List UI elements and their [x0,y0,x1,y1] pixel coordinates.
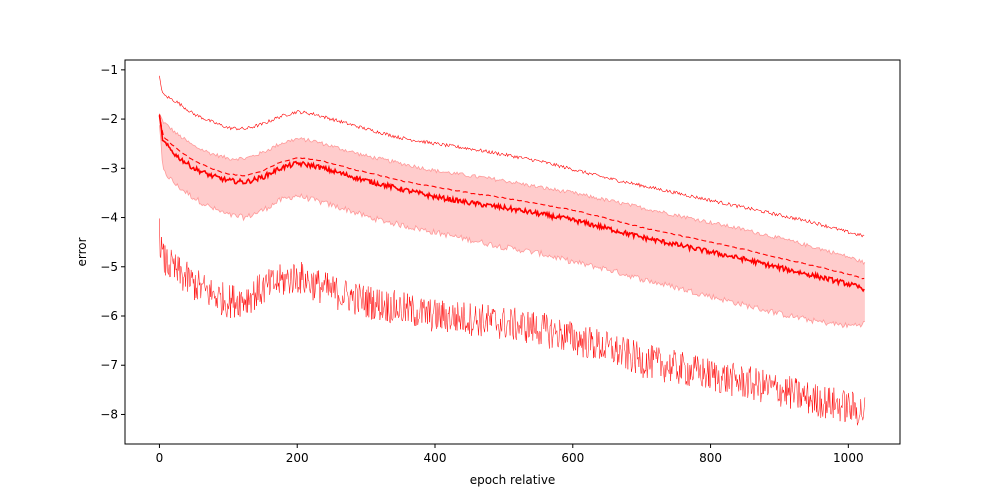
x-tick-label: 600 [561,451,584,465]
plot-frame [124,59,901,445]
y-tick-label: −8 [100,407,118,421]
y-tick-label: −6 [100,309,118,323]
y-tick-label: −3 [100,161,118,175]
x-tick-label: 200 [286,451,309,465]
band-upper-edge [159,113,866,266]
series-line-lower [159,218,866,426]
x-axis-label: epoch relative [470,473,556,487]
x-tick-label: 0 [156,451,164,465]
x-axis: 0 200 400 600 800 1000 [156,444,864,465]
x-tick-label: 800 [699,451,722,465]
x-tick-label: 1000 [833,451,864,465]
y-tick-label: −2 [100,112,118,126]
y-axis-label: error [75,237,89,266]
series-line-upper [159,75,865,238]
series-line-dashed [158,114,865,280]
series-line-mean [158,115,865,293]
y-axis: −8 −7 −6 −5 −4 −3 −2 −1 [100,63,125,421]
y-tick-label: −4 [100,211,118,225]
series-layer [158,75,866,426]
band-layer [159,113,866,329]
y-tick-label: −7 [100,358,118,372]
confidence-band [159,113,865,328]
x-tick-label: 400 [424,451,447,465]
y-tick-label: −1 [100,63,118,77]
band-lower-edge [159,125,865,329]
y-tick-label: −5 [100,260,118,274]
